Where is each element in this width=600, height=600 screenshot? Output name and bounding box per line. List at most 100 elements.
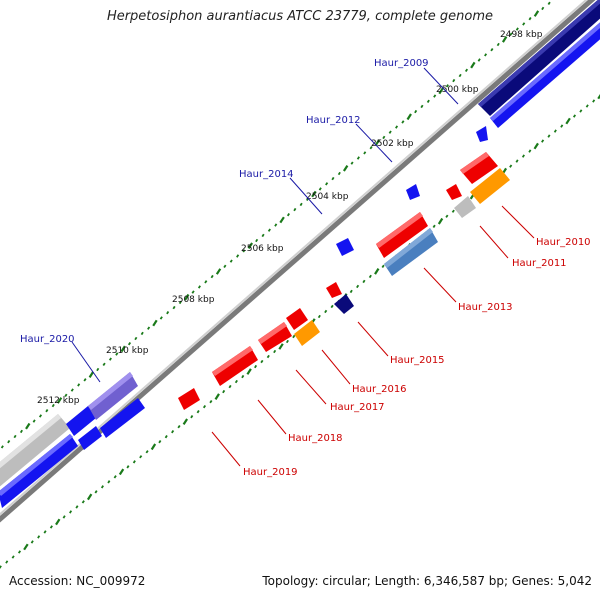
gene-2010-orange [470,168,510,204]
tick-mark [437,217,444,225]
callout-lines [71,67,535,467]
tick-mark [100,485,104,489]
tick-mark [107,480,111,484]
tick-mark [32,419,36,423]
tick-label: 2512 kbp [37,396,80,406]
tick-mark [363,151,367,155]
gene-label-haur-2017[interactable]: Haur_2017 [330,402,385,413]
tick-mark [115,352,119,356]
gene-label-haur-2010[interactable]: Haur_2010 [536,237,591,248]
tick-mark [299,202,303,207]
tick-mark [145,450,149,454]
tick-mark [171,430,175,434]
tick-mark [356,156,360,160]
tick-mark [190,415,194,419]
gene-marker-2009 [476,126,488,142]
tick-mark [509,164,513,168]
tick-mark [197,285,201,289]
tick-mark [401,120,405,124]
tick-mark [286,213,290,217]
tick-mark [152,319,158,327]
gene-label-haur-2020[interactable]: Haur_2020 [20,334,75,345]
tick-mark [182,418,189,425]
tick-mark [330,304,334,309]
tick-mark [368,274,372,279]
tick-mark [134,336,138,341]
gene-block-blue-small [66,406,96,436]
tick-mark [451,209,455,213]
tick-mark [209,399,213,404]
tick-mark [254,364,258,369]
tick-mark [541,139,545,143]
tick-mark [273,349,277,354]
tick-mark [234,379,238,384]
tick-label: 2502 kbp [371,139,414,149]
gene-2011-red [446,184,462,200]
tick-mark [37,535,41,539]
tick-mark [484,53,488,57]
tick-mark [55,518,61,526]
tick-mark [515,159,519,163]
tick-mark [23,543,29,551]
tick-mark [246,368,252,375]
tick-label: 2508 kbp [172,295,215,305]
tick-mark [501,36,508,43]
gene-2015-navy [334,294,354,314]
tick-mark [70,388,74,392]
tick-mark [158,440,162,444]
gene-2019-red [178,388,200,410]
tick-mark [528,17,532,21]
gene-label-haur-2018[interactable]: Haur_2018 [288,433,343,444]
tick-mark [433,94,437,98]
gene-label-haur-2012[interactable]: Haur_2012 [306,115,361,126]
tick-mark [49,525,53,529]
gene-label-haur-2016[interactable]: Haur_2016 [352,384,407,395]
gene-label-haur-2013[interactable]: Haur_2013 [458,302,513,313]
gene-block-blue-small-2 [78,426,102,450]
tick-mark [324,309,328,314]
gene-label-haur-2011[interactable]: Haur_2011 [512,258,567,269]
tick-mark [172,305,176,310]
tick-label: 2504 kbp [306,192,349,202]
map-title: Herpetosiphon aurantiacus ATCC 23779, co… [106,9,494,24]
gene-label-haur-2019[interactable]: Haur_2019 [243,467,298,478]
tick-mark [236,254,240,258]
tick-mark [342,165,349,172]
tick-mark [69,510,73,514]
gene-2011-grey [454,196,476,218]
tick-mark [572,114,577,118]
topology-summary: Topology: circular; Length: 6,346,587 bp… [262,574,592,588]
tick-mark [102,362,106,366]
gene-label-haur-2014[interactable]: Haur_2014 [239,169,294,180]
tick-label: 2506 kbp [241,244,284,254]
tick-mark [509,32,513,36]
tick-mark [565,117,571,125]
tick-mark [17,550,22,554]
tick-mark [597,94,600,100]
tick-mark [496,42,500,47]
gene-label-haur-2009[interactable]: Haur_2009 [374,58,429,69]
tick-mark [490,48,494,52]
tick-mark [108,357,112,361]
tick-mark [420,104,424,109]
tick-mark [83,378,87,382]
tick-mark [547,134,551,138]
tick-mark [43,530,47,534]
tick-mark [445,214,449,218]
track-blocks [0,0,600,508]
tick-mark [292,334,296,339]
tick-mark [88,371,95,378]
tick-mark [247,242,254,249]
tick-mark [406,113,412,121]
tick-mark [126,465,130,469]
tick-mark [279,216,285,224]
tick-mark [77,383,81,387]
tick-mark [222,389,226,394]
tick-mark [120,345,126,353]
tick-mark [458,73,462,78]
tick-mark [202,404,207,409]
tick-mark [317,314,321,319]
gene-label-haur-2015[interactable]: Haur_2015 [390,355,445,366]
tick-mark [64,393,68,397]
